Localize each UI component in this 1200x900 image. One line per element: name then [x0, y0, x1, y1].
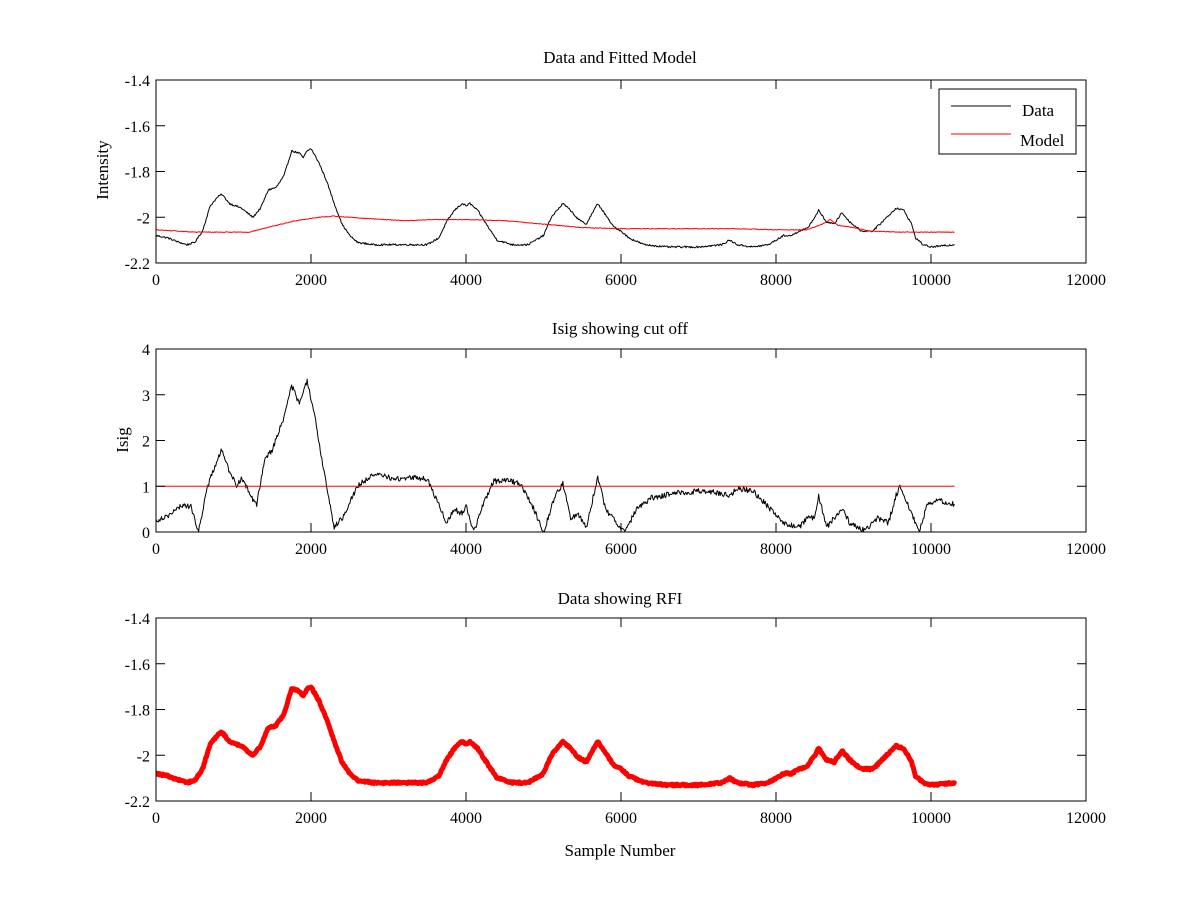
series-line-0	[156, 684, 957, 789]
series-group	[156, 148, 955, 249]
panel-title: Isig showing cut off	[552, 319, 688, 338]
x-tick-label: 12000	[1066, 810, 1106, 827]
x-tick-label: 6000	[605, 272, 637, 289]
panel-title: Data and Fitted Model	[543, 48, 697, 67]
y-tick-label: -2	[137, 210, 150, 227]
panel-data-and-fitted-model: Data and Fitted Model Intensity Data Mod…	[93, 48, 1106, 289]
series-line-0	[156, 378, 955, 532]
x-tick-label: 0	[152, 272, 160, 289]
y-tick-label: 4	[142, 342, 150, 359]
y-tick-label: -1.4	[125, 73, 150, 90]
y-tick-label: -2.2	[125, 256, 150, 273]
x-tick-label: 12000	[1066, 541, 1106, 558]
legend-label-data: Data	[1022, 101, 1055, 120]
series-group	[156, 684, 957, 789]
legend-box	[938, 88, 1077, 155]
y-tick-label: -1.6	[125, 119, 150, 136]
x-tick-label: 4000	[450, 810, 482, 827]
y-tick-label: 0	[142, 525, 150, 542]
x-axis-label: Sample Number	[565, 841, 676, 860]
x-tick-label: 0	[152, 810, 160, 827]
y-tick-label: -2.2	[125, 794, 150, 811]
x-tick-label: 6000	[605, 541, 637, 558]
series-line-1	[156, 215, 955, 233]
y-tick-label: 1	[142, 479, 150, 496]
x-tick-label: 4000	[450, 541, 482, 558]
x-tick-label: 2000	[295, 541, 327, 558]
y-tick-label: -1.8	[125, 165, 150, 182]
x-tick-label: 8000	[760, 810, 792, 827]
x-tick-label: 4000	[450, 272, 482, 289]
x-tick-label: 10000	[911, 541, 951, 558]
y-tick-label: 2	[142, 434, 150, 451]
y-tick-label: 3	[142, 388, 150, 405]
panel-title: Data showing RFI	[558, 589, 683, 608]
x-tick-label: 2000	[295, 272, 327, 289]
series-group	[156, 378, 955, 532]
panel-data-showing-rfi: Data showing RFI Sample Number 0 2000 4000…	[125, 589, 1106, 860]
panel-isig-showing-cut-off: Isig showing cut off Isig 0 2000 4000 6000 8…	[113, 319, 1106, 558]
y-tick-label: -1.6	[125, 657, 150, 674]
series-line-0	[156, 148, 955, 249]
legend: Data Model	[938, 88, 1077, 155]
y-tick-label: -1.4	[125, 611, 150, 628]
x-tick-label: 6000	[605, 810, 637, 827]
x-tick-label: 8000	[760, 541, 792, 558]
x-tick-label: 0	[152, 541, 160, 558]
y-tick-label: -2	[137, 748, 150, 765]
x-tick-label: 10000	[911, 272, 951, 289]
y-axis-label: Intensity	[93, 140, 112, 200]
y-tick-label: -1.8	[125, 703, 150, 720]
y-axis-label: Isig	[113, 427, 132, 453]
x-tick-label: 10000	[911, 810, 951, 827]
x-tick-label: 2000	[295, 810, 327, 827]
legend-label-model: Model	[1020, 131, 1065, 150]
x-tick-label: 12000	[1066, 272, 1106, 289]
x-tick-label: 8000	[760, 272, 792, 289]
